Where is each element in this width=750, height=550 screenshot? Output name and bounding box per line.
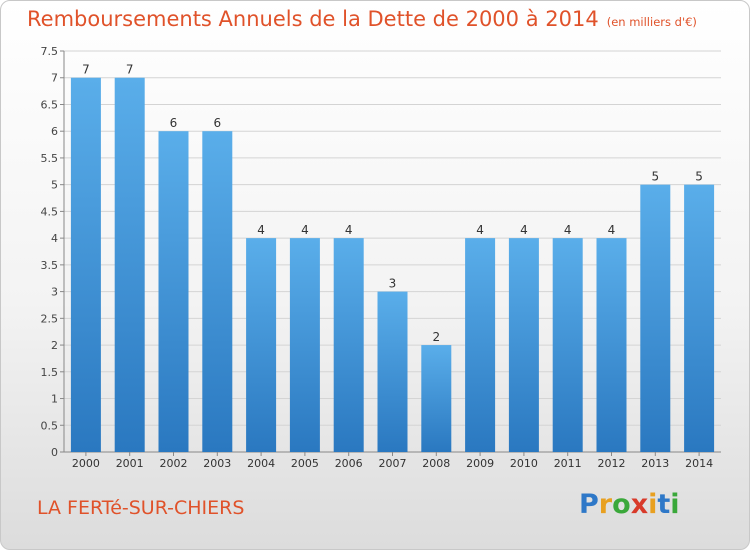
chart-unit: (en milliers d'€): [606, 15, 697, 29]
bar-value-label: 4: [564, 223, 572, 237]
logo-letter: o: [612, 489, 631, 520]
logo-letter: i: [648, 489, 658, 520]
bar-2002: [158, 131, 189, 452]
bar-2003: [202, 131, 233, 452]
bar-value-label: 5: [695, 170, 703, 184]
y-tick-label: 7: [51, 72, 58, 85]
bar-2009: [465, 238, 496, 452]
bar-2010: [508, 238, 539, 452]
y-tick-label: 4: [51, 232, 58, 245]
bar-value-label: 3: [389, 277, 397, 291]
chart-title: Remboursements Annuels de la Dette de 20…: [27, 7, 697, 31]
x-tick-label: 2011: [554, 457, 582, 470]
chart-title-text: Remboursements Annuels de la Dette de 20…: [27, 7, 599, 31]
y-tick-label: 4.5: [41, 205, 59, 218]
y-tick-label: 0: [51, 446, 58, 459]
x-tick-label: 2012: [598, 457, 626, 470]
x-tick-label: 2013: [641, 457, 669, 470]
proxiti-logo: Proxiti: [579, 489, 680, 520]
bar-value-label: 4: [345, 223, 353, 237]
y-tick-label: 5: [51, 179, 58, 192]
bars: [70, 77, 715, 452]
bar-2011: [552, 238, 583, 452]
logo-letter: x: [630, 489, 649, 520]
x-tick-label: 2006: [335, 457, 363, 470]
bar-value-label: 2: [432, 330, 440, 344]
bar-value-label: 4: [476, 223, 484, 237]
bar-2000: [70, 77, 101, 452]
y-tick-label: 3: [51, 286, 58, 299]
bar-2014: [684, 184, 715, 452]
x-tick-label: 2008: [422, 457, 450, 470]
x-tick-label: 2003: [203, 457, 231, 470]
bar-value-label: 4: [520, 223, 528, 237]
bar-2004: [246, 238, 277, 452]
commune-name: LA FERTé-SUR-CHIERS: [37, 497, 245, 519]
bar-2005: [289, 238, 320, 452]
y-tick-label: 2.5: [41, 312, 59, 325]
logo-letter: P: [579, 489, 599, 520]
bar-value-label: 7: [126, 63, 134, 77]
x-tick-label: 2000: [72, 457, 100, 470]
bar-2012: [596, 238, 627, 452]
logo-letter: t: [657, 489, 671, 520]
x-tick-label: 2001: [116, 457, 144, 470]
logo-letter: i: [670, 489, 680, 520]
x-tick-label: 2010: [510, 457, 538, 470]
x-tick-label: 2009: [466, 457, 494, 470]
y-tick-label: 2: [51, 339, 58, 352]
x-tick-label: 2002: [160, 457, 188, 470]
x-tick-label: 2007: [379, 457, 407, 470]
bar-chart: 0 0.5 1 1.5 2 2.5 3 3.5 4 4.5 5 5.5 6 6.5 7 7.5 7 2000 7 20…: [41, 45, 721, 470]
y-tick-label: 1: [51, 393, 58, 406]
y-tick-label: 1.5: [41, 366, 59, 379]
y-tick-label: 6: [51, 125, 58, 138]
y-tick-label: 0.5: [41, 419, 59, 432]
bar-2006: [333, 238, 364, 452]
bar-value-label: 6: [170, 116, 178, 130]
x-tick-label: 2014: [685, 457, 713, 470]
x-tick-label: 2004: [247, 457, 275, 470]
y-tick-label: 5.5: [41, 152, 59, 165]
bar-value-label: 7: [82, 63, 90, 77]
bar-value-label: 6: [213, 116, 221, 130]
x-tick-label: 2005: [291, 457, 319, 470]
bar-2008: [421, 345, 452, 452]
bar-value-label: 4: [608, 223, 616, 237]
bar-2013: [640, 184, 671, 452]
y-tick-label: 3.5: [41, 259, 59, 272]
bar-value-label: 4: [257, 223, 265, 237]
bar-value-label: 4: [301, 223, 309, 237]
bar-2007: [377, 291, 408, 452]
bar-value-label: 5: [651, 170, 659, 184]
logo-letter: r: [598, 489, 613, 520]
bar-2001: [114, 77, 145, 452]
labels: 0 0.5 1 1.5 2 2.5 3 3.5 4 4.5 5 5.5 6 6.5 7 7.5 7 2000 7 20…: [41, 45, 714, 470]
y-tick-label: 6.5: [41, 98, 59, 111]
y-tick-label: 7.5: [41, 45, 59, 58]
